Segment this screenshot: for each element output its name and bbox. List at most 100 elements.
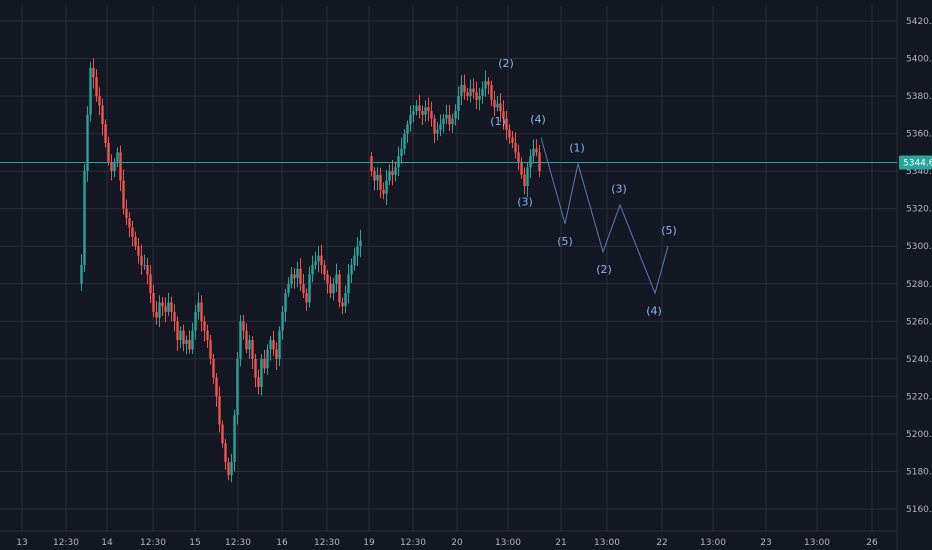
candle-body xyxy=(475,92,478,100)
x-tick-label: 26 xyxy=(866,538,878,548)
elliott-wave-projection xyxy=(540,137,669,295)
candle-body xyxy=(233,415,236,463)
candle-body xyxy=(448,114,451,125)
candle-body xyxy=(158,302,161,318)
wave-label: (4) xyxy=(530,113,546,126)
candle-body xyxy=(290,274,293,284)
candle-body xyxy=(517,152,520,162)
candle-body xyxy=(257,377,260,387)
candle-body xyxy=(197,302,200,312)
candle-body xyxy=(406,124,409,134)
wave-labels: (2) (1) (4) (3) (1) (5) (3) (2) (5) (4) xyxy=(490,57,677,318)
candle-body xyxy=(269,340,272,350)
candle-body xyxy=(526,167,529,187)
candle-body xyxy=(302,283,305,294)
candle-body xyxy=(353,255,356,265)
candle-body xyxy=(263,358,266,369)
candle-body xyxy=(185,340,188,344)
x-tick-label: 14 xyxy=(101,538,113,548)
x-tick-label: 16 xyxy=(276,538,288,548)
candle-body xyxy=(296,268,299,279)
candle-body xyxy=(314,261,317,265)
candle-body xyxy=(466,92,469,97)
candle-body xyxy=(170,302,173,312)
x-tick-label: 12:30 xyxy=(314,538,340,548)
candle-body xyxy=(484,81,487,89)
wave-label: (1) xyxy=(490,115,506,128)
candle-body xyxy=(173,311,176,322)
candle-body xyxy=(388,171,391,181)
x-tick-label: 21 xyxy=(555,538,566,548)
candle-body xyxy=(266,349,269,369)
y-tick-label: 5260.0 xyxy=(906,317,932,327)
candle-body xyxy=(451,118,454,125)
x-tick-label: 12:30 xyxy=(225,538,251,548)
candle-body xyxy=(275,349,278,359)
candle-body xyxy=(379,174,382,190)
candle-body xyxy=(332,283,335,294)
price-axis[interactable]: 5420.0 5400.0 5380.0 5360.0 5340.0 5320.0 5300… xyxy=(906,17,932,515)
candle-body xyxy=(454,111,457,119)
candle-body xyxy=(251,340,254,359)
y-tick-label: 5320.0 xyxy=(906,205,932,215)
candle-body xyxy=(394,167,397,175)
wave-label: (4) xyxy=(646,304,662,317)
x-tick-label: 19 xyxy=(363,538,375,548)
candle-body xyxy=(227,462,230,476)
candle-body xyxy=(203,321,206,331)
wave-label: (2) xyxy=(498,57,514,70)
candle-body xyxy=(212,358,215,378)
candle-body xyxy=(161,302,164,307)
candle-body xyxy=(293,274,296,279)
candle-body xyxy=(397,156,400,168)
candle-body xyxy=(439,124,442,130)
candle-body xyxy=(86,114,89,172)
x-tick-label: 15 xyxy=(189,538,200,548)
candle-body xyxy=(230,462,233,476)
y-tick-label: 5360.0 xyxy=(906,130,932,140)
x-tick-label: 13:00 xyxy=(700,538,726,548)
y-tick-label: 5400.0 xyxy=(906,55,932,65)
candle-body xyxy=(245,330,248,350)
candle-body xyxy=(83,171,86,265)
candle-body xyxy=(338,274,341,303)
candle-body xyxy=(155,311,158,318)
candle-body xyxy=(323,265,326,275)
candle-body xyxy=(194,311,197,331)
candle-body xyxy=(433,118,436,134)
candle-body xyxy=(373,171,376,181)
candle-body xyxy=(308,274,311,303)
candle-body xyxy=(176,321,179,341)
candle-body xyxy=(248,340,251,350)
candle-body xyxy=(224,443,227,463)
y-tick-label: 5160.0 xyxy=(906,505,932,515)
y-tick-label: 5240.0 xyxy=(906,355,932,365)
y-tick-label: 5420.0 xyxy=(906,17,932,27)
candle-body xyxy=(239,321,242,359)
x-tick-label: 12:30 xyxy=(53,538,79,548)
y-tick-label: 5200.0 xyxy=(906,430,932,440)
current-price-tag: 5344.6 xyxy=(899,155,932,170)
wave-label: (3) xyxy=(611,183,627,196)
candle-body xyxy=(152,293,155,312)
candle-body xyxy=(215,377,218,397)
candle-body xyxy=(382,189,385,194)
candle-body xyxy=(89,67,92,115)
candle-body xyxy=(344,293,347,307)
candle-body xyxy=(221,424,224,444)
time-axis[interactable]: 13 12:30 14 12:30 15 12:30 16 12:30 19 12:30 20 13:… xyxy=(16,538,878,548)
candle-body xyxy=(499,103,502,112)
candle-body xyxy=(505,118,508,130)
candle-body xyxy=(460,84,463,97)
candle-body xyxy=(281,311,284,331)
candle-body xyxy=(218,396,221,425)
candle-body xyxy=(146,265,149,275)
candle-body xyxy=(278,330,281,359)
candle-body xyxy=(335,274,338,284)
candle-body xyxy=(311,265,314,275)
candlestick-series[interactable] xyxy=(80,58,541,483)
candle-body xyxy=(179,330,182,341)
candle-body xyxy=(143,265,146,266)
price-tag-label: 5344.6 xyxy=(903,159,932,169)
